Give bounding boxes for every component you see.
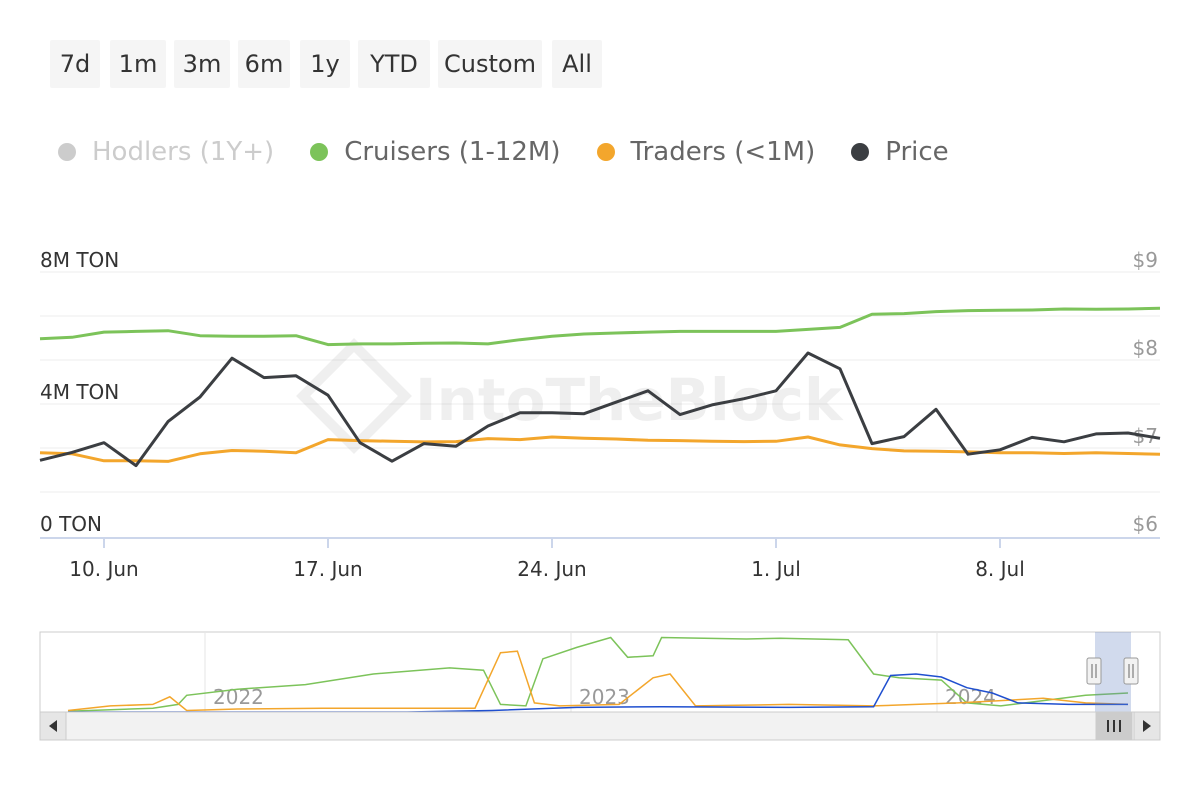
series-layer (39, 306, 1161, 468)
main-chart: IntoTheBlock 8M TON 4M TON 0 TON $9 $8 $… (39, 248, 1161, 581)
svg-text:IntoTheBlock: IntoTheBlock (415, 366, 844, 434)
legend-item-traders[interactable]: Traders (<1M) (591, 137, 816, 167)
navigator-right-handle[interactable] (1123, 657, 1139, 685)
range-button-6m[interactable]: 6m (238, 40, 290, 88)
navigator-line-cruisers (67, 636, 1129, 712)
x-tick-label: 17. Jun (293, 557, 362, 581)
arrow-right-icon (1143, 720, 1151, 732)
legend-label-price: Price (885, 137, 949, 167)
range-button-1m[interactable]: 1m (110, 40, 166, 88)
y-left-tick-label: 0 TON (40, 512, 102, 536)
legend-label-cruisers: Cruisers (1-12M) (344, 137, 561, 167)
range-button-1y[interactable]: 1y (300, 40, 350, 88)
range-button-custom[interactable]: Custom (438, 40, 542, 88)
series-line-traders (39, 435, 1161, 463)
y-left-tick-label: 4M TON (40, 380, 119, 404)
navigator-series-layer (67, 636, 1129, 713)
scrollbar-left-button[interactable] (39, 711, 67, 741)
x-tick-label: 1. Jul (751, 557, 801, 581)
range-button-all[interactable]: All (552, 40, 602, 88)
legend-dot-traders (596, 143, 615, 161)
legend-label-hodlers: Hodlers (1Y+) (92, 137, 275, 167)
navigator-line-hodlers (68, 673, 1128, 713)
legend-item-cruisers[interactable]: Cruisers (1-12M) (304, 137, 561, 167)
series-line-cruisers (39, 306, 1161, 347)
range-button-3m[interactable]: 3m (174, 40, 230, 88)
navigator-line-traders (67, 650, 1129, 712)
range-button-7d[interactable]: 7d (50, 40, 100, 88)
x-axis-ticks (103, 538, 1001, 548)
chart-legend: Hodlers (1Y+) Cruisers (1-12M) Traders (… (52, 132, 979, 172)
navigator: 2022 2023 2024 (39, 631, 1161, 741)
scrollbar-thumb[interactable] (1095, 711, 1133, 741)
scrollbar-track[interactable] (39, 711, 1161, 741)
legend-label-traders: Traders (<1M) (630, 137, 816, 167)
series-line-price (39, 351, 1161, 468)
y-right-tick-label: $6 (1133, 512, 1158, 536)
y-right-tick-label: $9 (1133, 248, 1158, 272)
x-tick-label: 8. Jul (975, 557, 1025, 581)
y-right-tick-label: $8 (1133, 336, 1158, 360)
legend-dot-price (851, 143, 870, 161)
watermark-logo: IntoTheBlock (296, 338, 844, 454)
legend-dot-cruisers (310, 143, 329, 161)
x-tick-label: 24. Jun (517, 557, 586, 581)
y-left-tick-label: 8M TON (40, 248, 119, 272)
x-tick-label: 10. Jun (69, 557, 138, 581)
legend-item-hodlers[interactable]: Hodlers (1Y+) (52, 137, 274, 167)
legend-item-price[interactable]: Price (845, 137, 949, 167)
scrollbar-right-button[interactable] (1133, 711, 1161, 741)
range-button-ytd[interactable]: YTD (358, 40, 430, 88)
legend-dot-hodlers (58, 143, 76, 161)
navigator-left-handle[interactable] (1086, 657, 1102, 685)
arrow-left-icon (49, 720, 57, 732)
